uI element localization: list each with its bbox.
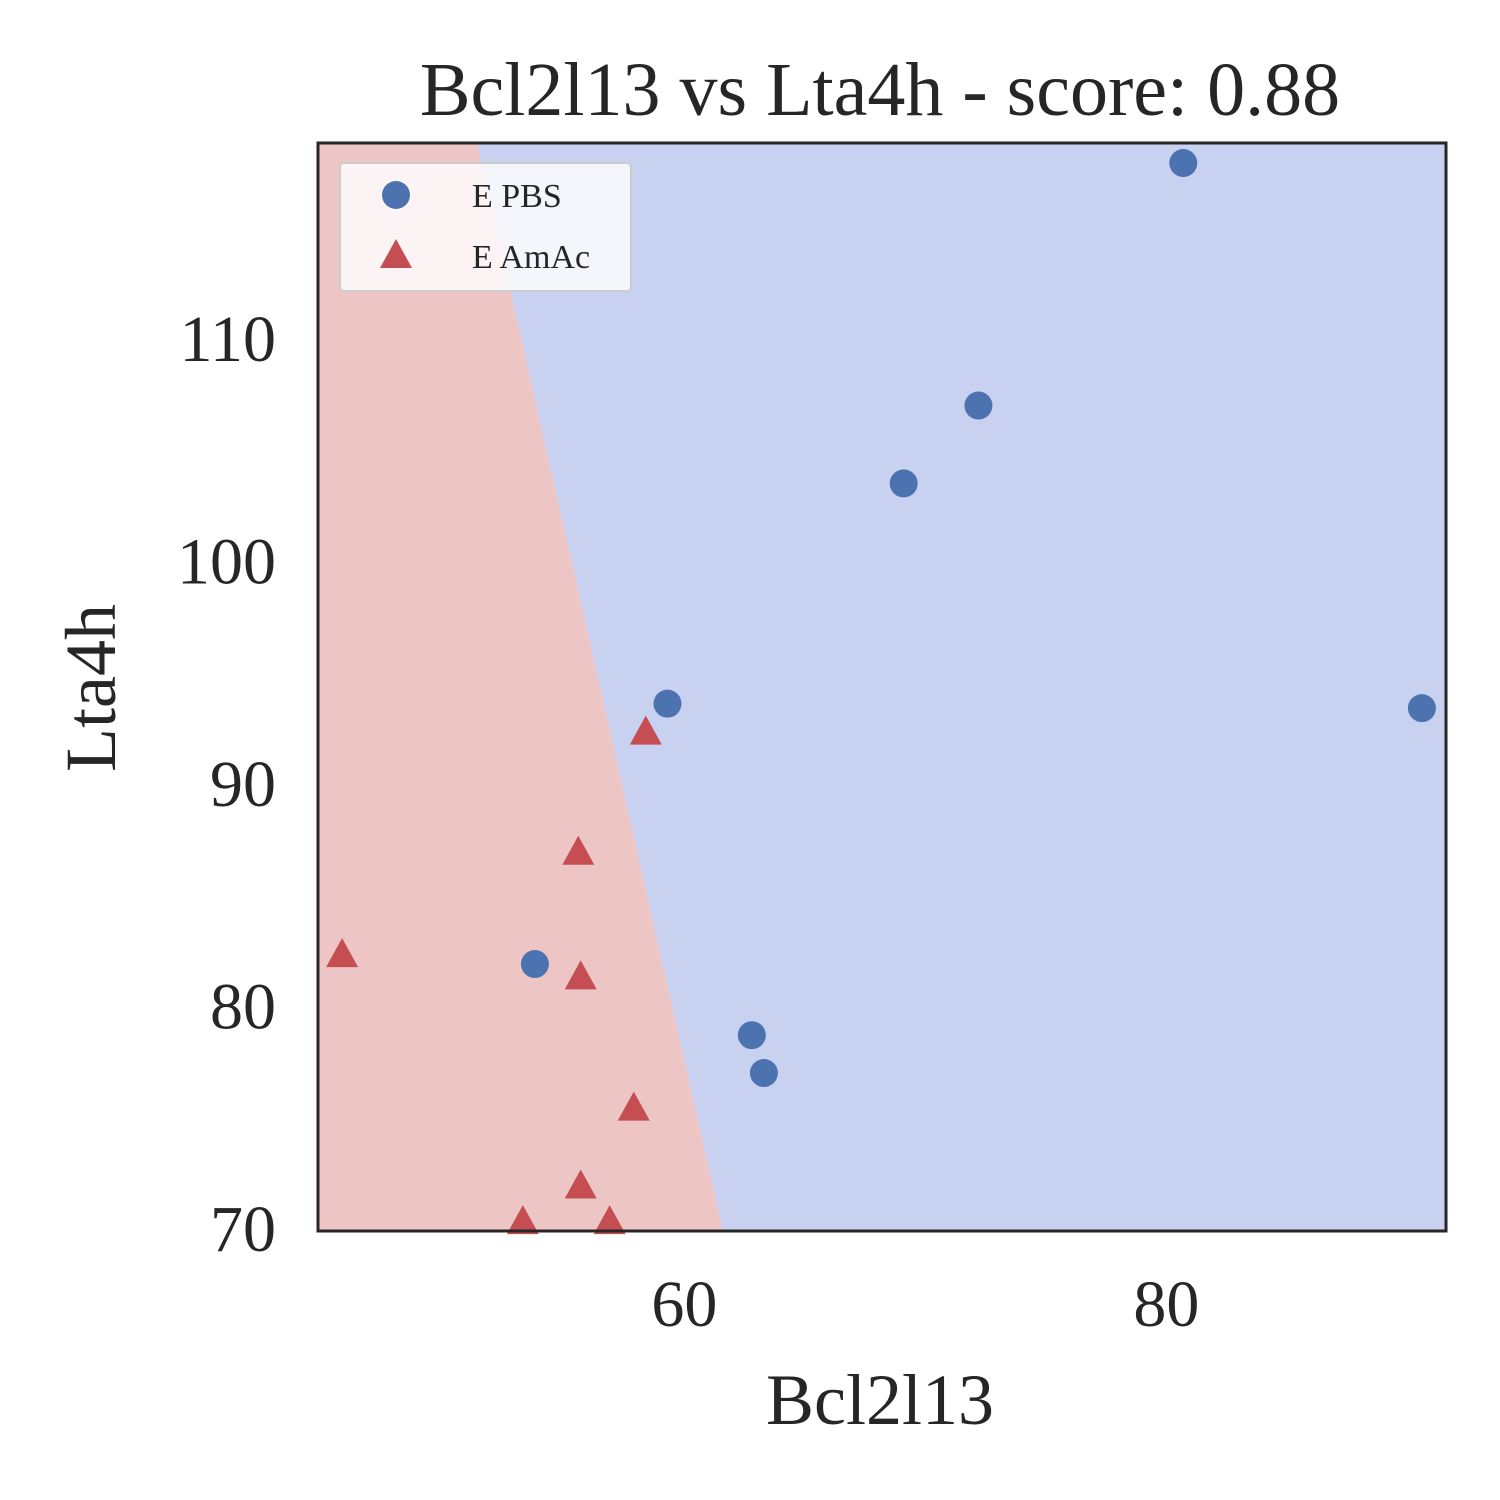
y-axis-ticks: 70 80 90 100 110 [177, 303, 276, 1266]
data-point-e-pbs-4 [653, 689, 682, 718]
data-point-e-amac-4 [564, 960, 597, 990]
data-point-e-pbs-5 [1407, 694, 1436, 723]
data-marks [326, 149, 1436, 1235]
legend-marker-e-pbs [382, 181, 410, 209]
data-point-e-pbs-6 [520, 950, 549, 979]
x-axis-label: Bcl2l13 [766, 1360, 994, 1440]
legend-label-e-pbs: E PBS [472, 178, 562, 215]
data-point-e-pbs-8 [749, 1059, 778, 1088]
y-tick-label: 80 [210, 970, 276, 1043]
data-point-e-amac-7 [506, 1205, 539, 1235]
plot-area [318, 143, 1446, 1231]
data-point-e-amac-8 [593, 1205, 626, 1235]
y-axis-label: Lta4h [51, 604, 131, 772]
legend-label-e-amac: E AmAc [472, 239, 590, 276]
y-tick-label: 110 [179, 303, 276, 376]
legend-marker-e-amac [380, 239, 412, 268]
plot-frame [316, 141, 1448, 1233]
x-axis-ticks: 60 80 [651, 1268, 1199, 1341]
data-point-e-amac-3 [326, 938, 359, 968]
chart-title: Bcl2l13 vs Lta4h - score: 0.88 [420, 48, 1340, 132]
data-point-e-pbs-3 [889, 469, 918, 498]
legend-box [339, 162, 632, 292]
legend: E PBS E AmAc [339, 162, 632, 292]
y-tick-label: 100 [177, 525, 276, 598]
data-point-e-amac-6 [564, 1169, 597, 1199]
x-tick-label: 80 [1133, 1268, 1199, 1341]
y-tick-label: 90 [210, 748, 276, 821]
region-e-amac [318, 143, 723, 1231]
data-point-e-amac-2 [562, 835, 595, 865]
x-tick-label: 60 [651, 1268, 717, 1341]
data-point-e-pbs-1 [1169, 149, 1198, 178]
data-point-e-pbs-2 [964, 391, 993, 420]
data-point-e-amac-5 [617, 1091, 650, 1121]
y-tick-label: 70 [210, 1193, 276, 1266]
data-point-e-pbs-7 [737, 1021, 766, 1050]
data-point-e-amac-1 [629, 715, 662, 745]
